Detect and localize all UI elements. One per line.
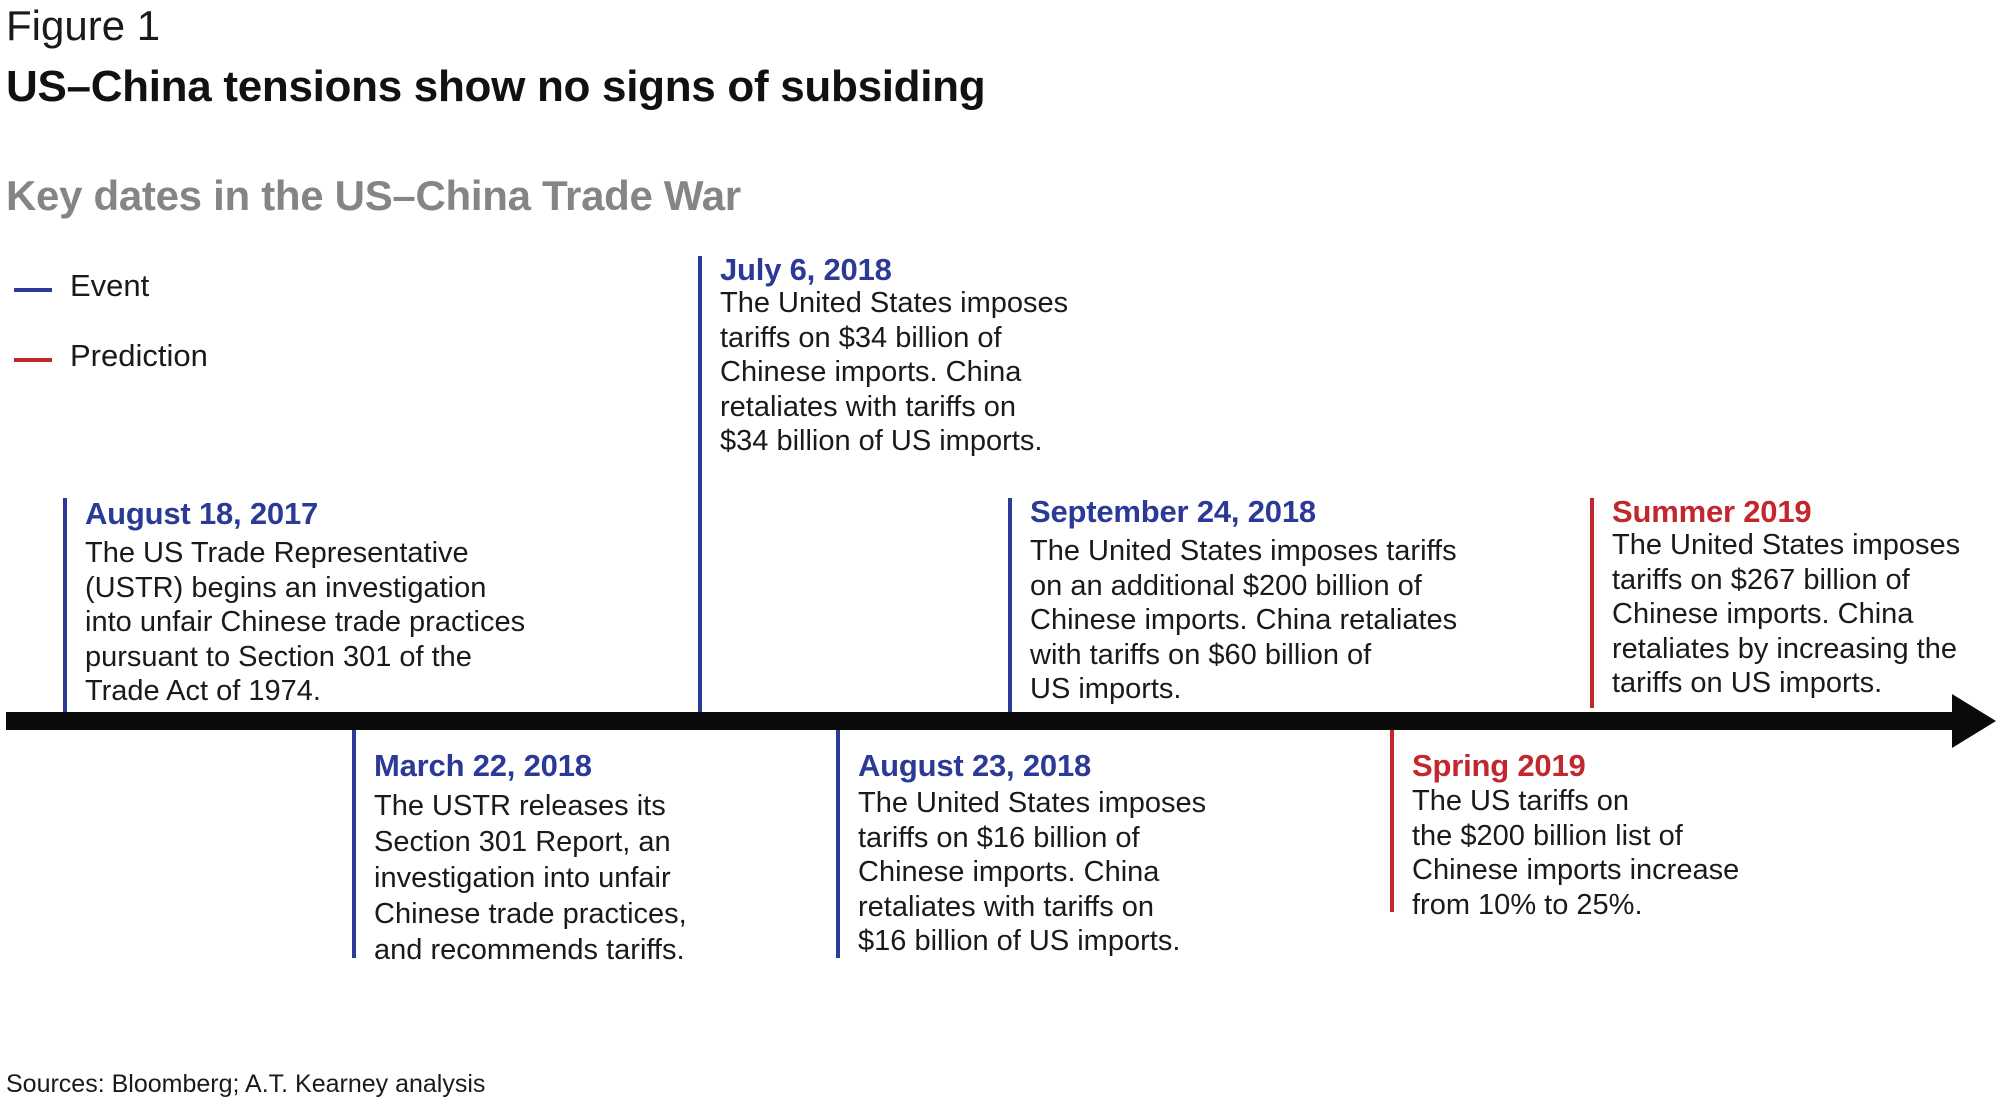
- arrow-right-icon: [1952, 694, 1996, 748]
- timeline-description: The United States imposes tariffs on $16…: [858, 787, 1207, 957]
- timeline-date: March 22, 2018: [374, 748, 592, 783]
- timeline-date: August 23, 2018: [858, 748, 1092, 783]
- timeline-description: The USTR releases its Section 301 Report…: [374, 790, 687, 966]
- timeline-marker-line: [352, 730, 356, 958]
- timeline-marker-line: [698, 256, 702, 712]
- prediction-line-icon: [14, 358, 52, 362]
- figure-subtitle: Key dates in the US–China Trade War: [6, 172, 741, 219]
- timeline-date: Spring 2019: [1412, 748, 1586, 783]
- event-line-icon: [14, 288, 52, 292]
- timeline-date: July 6, 2018: [720, 252, 892, 287]
- timeline-description: The US tariffs on the $200 billion list …: [1412, 785, 1740, 921]
- timeline-date: Summer 2019: [1612, 494, 1812, 529]
- timeline-date: September 24, 2018: [1030, 494, 1316, 529]
- source-note: Sources: Bloomberg; A.T. Kearney analysi…: [6, 1070, 486, 1098]
- timeline-marker-line: [63, 498, 67, 712]
- timeline-axis: [6, 712, 1958, 730]
- figure-label: Figure 1: [6, 2, 161, 49]
- legend-label-event: Event: [70, 268, 150, 303]
- figure-title: US–China tensions show no signs of subsi…: [6, 62, 986, 111]
- timeline-marker-line: [1008, 498, 1012, 712]
- timeline-date: August 18, 2017: [85, 496, 319, 531]
- timeline-marker-line: [1590, 498, 1594, 708]
- legend-label-prediction: Prediction: [70, 338, 208, 373]
- timeline-description: The United States imposes tariffs on an …: [1030, 535, 1458, 705]
- timeline-description: The US Trade Representative (USTR) begin…: [85, 537, 526, 707]
- timeline-marker-line: [1390, 730, 1394, 912]
- timeline-description: The United States imposes tariffs on $26…: [1612, 529, 1961, 699]
- timeline-marker-line: [836, 730, 840, 958]
- timeline-description: The United States imposes tariffs on $34…: [720, 287, 1069, 457]
